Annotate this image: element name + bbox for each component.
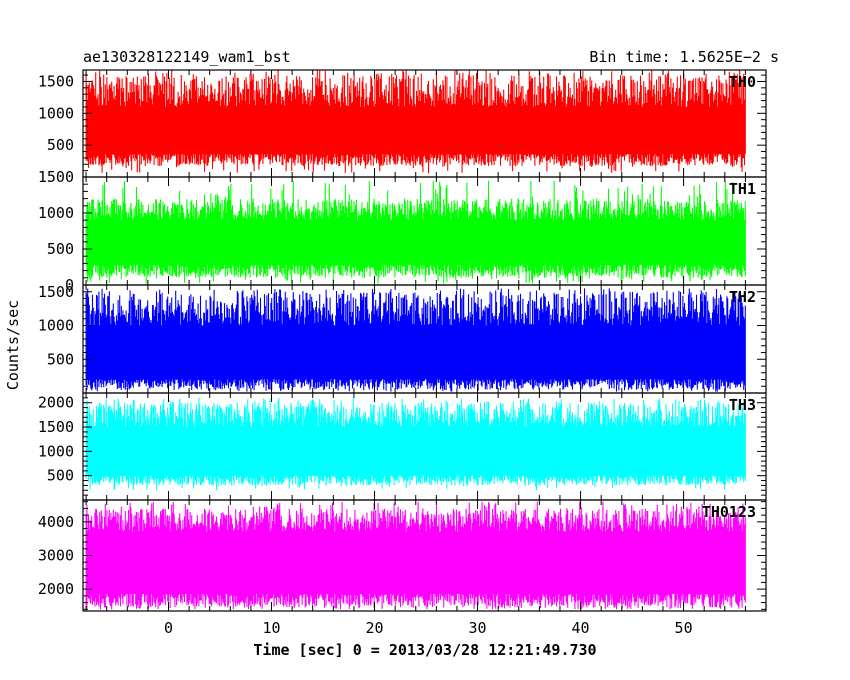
series-core-th3 <box>86 451 746 476</box>
series-label-th3: TH3 <box>729 396 756 414</box>
y-tick-label: 1000 <box>38 317 74 335</box>
y-tick-label: 1500 <box>38 283 74 301</box>
x-tick-label: 10 <box>262 619 280 637</box>
series-trace-th0 <box>85 70 746 174</box>
x-tick-label: 30 <box>469 619 487 637</box>
plot-title: ae130328122149_wam1_bst <box>83 48 291 66</box>
panel-th2: 500 1000 1500 TH2 <box>38 283 767 394</box>
series-core-th0123 <box>86 568 746 595</box>
x-tick-label: 20 <box>366 619 384 637</box>
y-tick-label: 1000 <box>38 104 74 122</box>
series-core-th0 <box>86 132 746 155</box>
bin-time-label: Bin time: 1.5625E−2 s <box>589 48 779 66</box>
y-tick-label: 500 <box>47 136 74 154</box>
y-tick-label: 500 <box>47 467 74 485</box>
panel-th0: 500 1000 1500 TH0 <box>38 69 767 178</box>
y-tick-label: 1500 <box>38 72 74 90</box>
series-label-th0123: TH0123 <box>702 503 756 521</box>
series-label-th2: TH2 <box>729 288 756 306</box>
y-tick-label: 1000 <box>38 204 74 222</box>
panel-th3: 500 1000 1500 2000 TH3 <box>38 392 767 501</box>
y-tick-label: 3000 <box>38 547 74 565</box>
x-tick-label: 0 <box>164 619 173 637</box>
series-label-th1: TH1 <box>729 180 756 198</box>
x-tick-label: 40 <box>572 619 590 637</box>
x-axis-label: Time [sec] 0 = 2013/03/28 12:21:49.730 <box>253 641 596 659</box>
series-core-th1 <box>86 245 746 265</box>
y-tick-label: 2000 <box>38 580 74 598</box>
y-tick-label: 4000 <box>38 513 74 531</box>
y-tick-label: 2000 <box>38 394 74 412</box>
y-tick-label: 500 <box>47 350 74 368</box>
y-tick-label: 1500 <box>38 418 74 436</box>
y-tick-label: 1500 <box>38 168 74 186</box>
y-axis-label: Counts/sec <box>4 300 22 390</box>
y-tick-label: 1000 <box>38 442 74 460</box>
x-tick-label: 50 <box>675 619 693 637</box>
y-tick-label: 0 <box>65 276 74 294</box>
series-core-th2 <box>86 347 746 380</box>
panel-th0123: 2000 3000 4000 TH0123 <box>38 499 767 612</box>
y-tick-label: 500 <box>47 240 74 258</box>
series-label-th0: TH0 <box>729 73 756 91</box>
series-trace-th0123 <box>85 501 746 610</box>
